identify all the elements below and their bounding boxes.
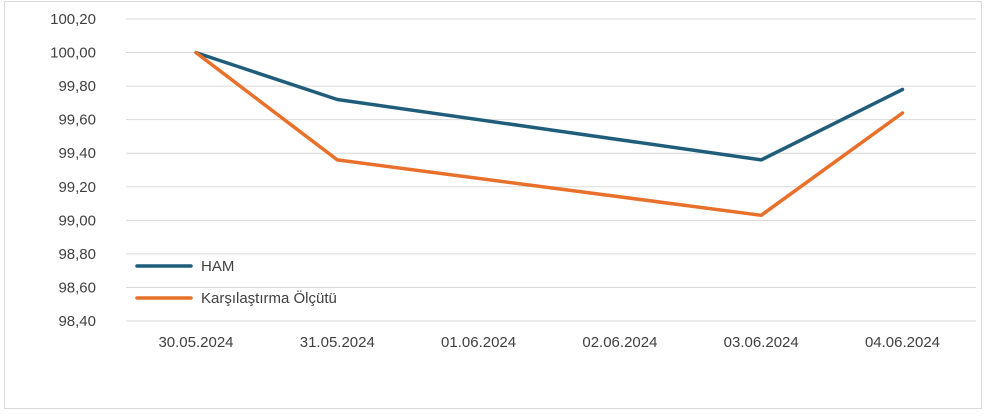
- x-tick-label: 02.06.2024: [582, 334, 657, 351]
- y-tick-label: 100,20: [50, 11, 96, 28]
- legend-label: HAM: [201, 258, 234, 275]
- y-tick-label: 100,00: [50, 45, 96, 62]
- x-tick-label: 01.06.2024: [441, 334, 516, 351]
- legend-label: Karşılaştırma Ölçütü: [201, 289, 337, 307]
- y-tick-label: 99,80: [58, 78, 96, 95]
- x-tick-label: 31.05.2024: [300, 334, 375, 351]
- gridlines: [126, 18, 976, 322]
- series-line-2: [194, 50, 905, 218]
- y-tick-label: 98,40: [58, 313, 96, 330]
- y-tick-label: 99,20: [58, 179, 96, 196]
- y-tick-label: 99,00: [58, 212, 96, 229]
- y-axis-ticks: 100,20 100,00 99,80 99,60 99,40 99,20 99,00 98,…: [50, 11, 96, 330]
- y-tick-label: 99,60: [58, 112, 96, 129]
- x-tick-label: 04.06.2024: [865, 334, 940, 351]
- x-tick-label: 03.06.2024: [724, 334, 799, 351]
- x-axis-ticks: 30.05.2024 31.05.2024 01.06.2024 02.06.2024…: [158, 334, 940, 351]
- y-tick-label: 98,80: [58, 246, 96, 263]
- y-tick-label: 98,60: [58, 279, 96, 296]
- x-tick-label: 30.05.2024: [158, 334, 233, 351]
- legend: HAM Karşılaştırma Ölçütü: [135, 258, 337, 307]
- series-lines: [194, 50, 905, 218]
- chart-frame: [4, 1, 982, 409]
- y-tick-label: 99,40: [58, 145, 96, 162]
- series-line-1: [194, 50, 905, 162]
